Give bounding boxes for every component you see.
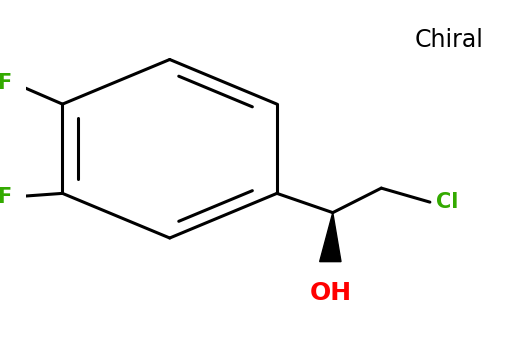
- Text: Chiral: Chiral: [415, 28, 484, 52]
- Text: F: F: [0, 73, 11, 93]
- Text: Cl: Cl: [436, 192, 458, 212]
- Text: F: F: [0, 187, 11, 207]
- Text: OH: OH: [309, 281, 351, 305]
- Polygon shape: [319, 212, 341, 262]
